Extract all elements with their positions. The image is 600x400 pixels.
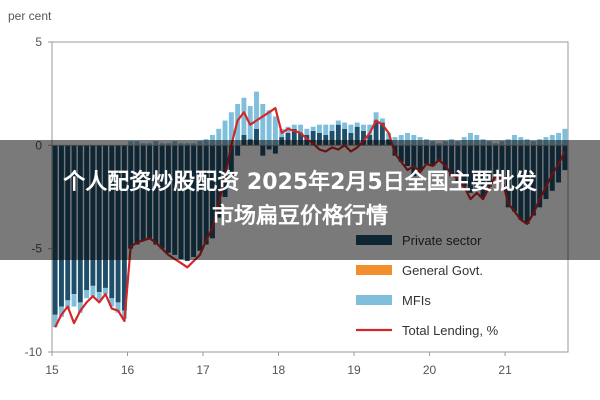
mfis-bar <box>304 128 310 135</box>
mfis-bar <box>335 120 341 125</box>
mfis-bar <box>115 302 121 313</box>
mfis-bar <box>405 132 410 146</box>
mfis-bar <box>468 132 473 146</box>
mfis-bar <box>71 294 77 307</box>
mfis-bar <box>222 120 228 146</box>
mfis-bar <box>310 126 316 131</box>
mfis-bar <box>298 124 304 133</box>
mfis-bar <box>216 128 222 146</box>
mfis-bar <box>266 110 272 146</box>
mfis-bar <box>241 97 247 135</box>
mfis-bar <box>254 91 259 129</box>
mfis-bar <box>52 314 58 328</box>
x-tick-label: 15 <box>45 363 59 377</box>
mfis-bar <box>96 292 102 301</box>
mfis-bar <box>348 124 354 133</box>
private-sector-bar <box>291 128 297 146</box>
private-sector-bar <box>335 124 341 146</box>
x-tick-label: 17 <box>196 363 210 377</box>
mfis-bar <box>272 116 278 146</box>
x-tick-label: 19 <box>347 363 361 377</box>
private-sector-bar <box>285 132 291 146</box>
mfis-bar <box>323 124 329 135</box>
private-sector-bar <box>354 126 360 146</box>
mfis-bar <box>260 104 266 146</box>
mfis-bar <box>354 122 360 127</box>
mfis-bar <box>84 290 90 299</box>
mfis-bar <box>556 132 562 146</box>
private-sector-bar <box>361 130 366 146</box>
mfis-bar <box>228 112 234 146</box>
x-tick-label: 21 <box>498 363 512 377</box>
legend-label-general-govt: General Govt. <box>402 263 483 278</box>
mfis-bar <box>342 122 348 129</box>
mfis-bar <box>291 124 297 129</box>
private-sector-bar <box>379 122 385 146</box>
mfis-bar <box>103 287 108 295</box>
mfis-bar <box>316 124 322 133</box>
mfis-bar <box>65 300 71 309</box>
mfis-bar <box>373 112 379 121</box>
private-sector-bar <box>316 132 322 146</box>
mfis-bar <box>90 285 96 297</box>
private-sector-bar <box>342 128 348 146</box>
y-tick-label: -10 <box>25 345 43 359</box>
mfis-bar <box>361 124 366 131</box>
title-overlay-banner: 个人配资炒股配资 2025年2月5日全国主要批发 市场扁豆价格行情 <box>0 140 600 260</box>
mfis-bar <box>367 124 373 135</box>
private-sector-bar <box>310 130 316 146</box>
private-sector-bar <box>254 128 259 146</box>
private-sector-bar <box>329 130 335 146</box>
x-tick-label: 20 <box>423 363 437 377</box>
y-axis-label: per cent <box>8 9 52 23</box>
overlay-title-line-2: 市场扁豆价格行情 <box>211 204 388 229</box>
x-tick-label: 18 <box>272 363 286 377</box>
mfis-bar <box>58 306 64 317</box>
mfis-bar <box>77 302 83 313</box>
legend-label-mfis: MFIs <box>402 293 431 308</box>
private-sector-bar <box>348 132 354 146</box>
overlay-title-line-1: 个人配资炒股配资 2025年2月5日全国主要批发 <box>63 170 537 195</box>
mfis-bar <box>379 118 385 123</box>
mfis-bar <box>562 128 568 146</box>
y-tick-label: 5 <box>35 35 42 49</box>
legend-swatch-mfis <box>356 295 392 305</box>
mfis-bar <box>109 298 115 307</box>
legend-label-total-lending: Total Lending, % <box>402 323 499 338</box>
private-sector-bar <box>298 132 304 146</box>
private-sector-bar <box>373 120 379 146</box>
x-tick-label: 16 <box>121 363 135 377</box>
mfis-bar <box>329 124 335 131</box>
legend-swatch-general-govt <box>356 265 392 275</box>
